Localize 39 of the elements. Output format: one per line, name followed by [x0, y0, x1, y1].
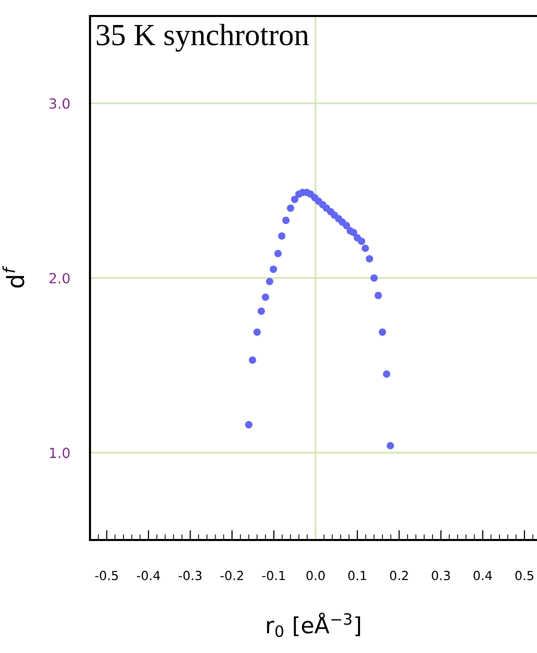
- y-tick-label: 1.0: [50, 448, 70, 458]
- point: [258, 308, 265, 315]
- point: [262, 294, 270, 301]
- point: [253, 328, 261, 336]
- point: [358, 238, 366, 245]
- point: [282, 216, 290, 224]
- x-tick-label: 0.5: [515, 570, 534, 580]
- point: [382, 370, 390, 378]
- x-tick-label: -0.3: [178, 570, 202, 580]
- x-axis-title: r$_{0}$ [eÅ$^{−3}$]: [267, 612, 360, 638]
- point: [291, 196, 298, 204]
- x-tick-label: -0.4: [136, 570, 160, 580]
- point: [245, 421, 252, 428]
- point: [366, 255, 374, 262]
- point: [378, 328, 386, 336]
- point: [278, 232, 286, 240]
- point: [370, 274, 378, 282]
- point: [350, 228, 358, 236]
- point: [342, 222, 350, 230]
- x-tick-label: 0.2: [390, 570, 408, 580]
- point: [374, 292, 382, 300]
- y-axis-title: d$^{f}$: [2, 266, 24, 288]
- point: [248, 356, 256, 364]
- x-tick-label: -0.2: [220, 570, 243, 580]
- x-tick-label: 0.1: [348, 570, 366, 580]
- y-tick-label: 2.0: [49, 272, 70, 284]
- point: [386, 442, 394, 450]
- x-tick-label: -0.1: [262, 570, 285, 580]
- chart-title: 35 K synchrotron: [96, 24, 309, 52]
- point: [266, 278, 274, 286]
- x-tick-label: 0.0: [306, 570, 325, 580]
- y-tick-label: 3.0: [50, 98, 70, 109]
- x-tick-label: 0.4: [474, 570, 492, 580]
- point: [274, 250, 282, 258]
- point: [362, 244, 369, 252]
- point: [270, 266, 278, 273]
- x-tick-label: -0.5: [95, 570, 118, 580]
- point: [286, 204, 294, 212]
- x-tick-label: 0.3: [432, 570, 450, 580]
